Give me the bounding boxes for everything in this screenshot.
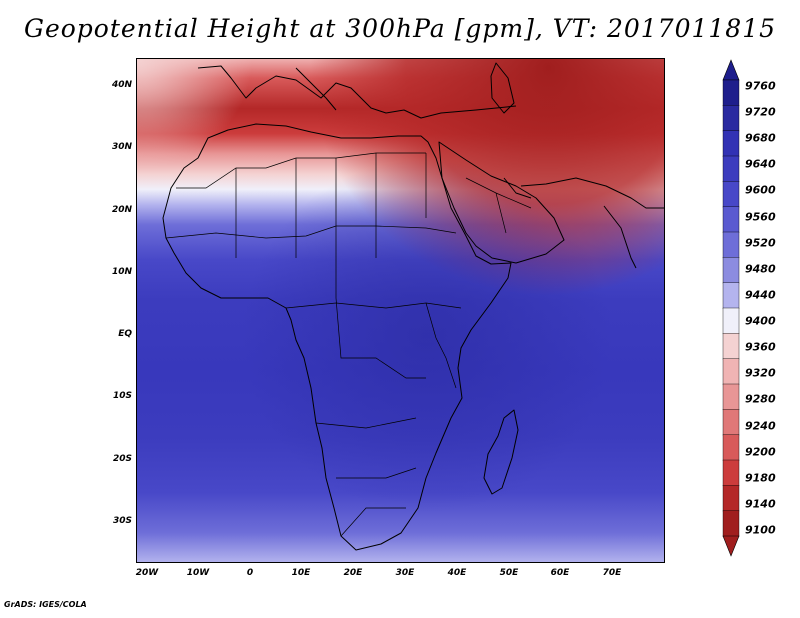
country-borders (165, 152, 532, 537)
lat-label: 10S (112, 391, 132, 401)
lon-label: 70E (602, 568, 622, 578)
colorbar-swatch (722, 485, 740, 512)
chart-title: Geopotential Height at 300hPa [gpm], VT:… (23, 14, 777, 43)
border-sahel (165, 225, 457, 239)
colorbar-swatch (722, 155, 740, 183)
india-coastline (603, 205, 637, 269)
border-central (285, 297, 462, 379)
colorbar-level-label: 9180 (745, 471, 776, 485)
colorbar-swatch (722, 130, 740, 157)
madagascar-coastline (483, 409, 519, 495)
border-south (315, 417, 417, 537)
colorbar-level-label: 9440 (745, 288, 776, 302)
colorbar-min-arrow (722, 535, 740, 557)
lon-label: 20W (135, 568, 159, 578)
lon-label: 60E (550, 568, 570, 578)
credit-text: GrADS: IGES/COLA (4, 600, 87, 609)
colorbar-swatch (722, 358, 740, 385)
map-frame (136, 58, 665, 563)
colorbar (722, 59, 740, 557)
italy-coastline (295, 67, 337, 111)
lat-label: 30N (111, 142, 132, 152)
africa-coastline (162, 123, 512, 551)
colorbar-level-label: 9480 (745, 262, 776, 276)
lon-label: 0 (246, 568, 254, 578)
lon-label: 10W (186, 568, 210, 578)
lon-label: 50E (499, 568, 519, 578)
persian-gulf (503, 177, 532, 199)
colorbar-swatch (722, 510, 740, 537)
lon-label: 30E (395, 568, 415, 578)
caspian-coastline (490, 62, 515, 114)
lon-label: 10E (291, 568, 311, 578)
lon-label: 40E (447, 568, 467, 578)
border-arabia (465, 177, 532, 234)
colorbar-swatch (722, 206, 740, 233)
colorbar-level-label: 9400 (745, 314, 776, 328)
lat-label: EQ (118, 329, 132, 339)
coastlines (162, 62, 665, 551)
colorbar-swatch (722, 434, 740, 461)
border-sahara-north (176, 152, 426, 189)
lat-label: 20N (111, 205, 132, 215)
colorbar-level-label: 9600 (745, 183, 776, 197)
colorbar-level-label: 9720 (745, 105, 776, 119)
lat-label: 20S (112, 454, 132, 464)
colorbar-swatch (722, 105, 740, 132)
colorbar-swatch (722, 282, 740, 309)
lon-label: 20E (343, 568, 363, 578)
colorbar-swatch (722, 383, 740, 411)
colorbar-level-label: 9360 (745, 340, 776, 354)
colorbar-level-label: 9760 (745, 79, 776, 93)
tropical-band (136, 58, 665, 563)
colorbar-level-label: 9140 (745, 497, 776, 511)
colorbar-swatch (722, 307, 740, 335)
colorbar-swatch (722, 333, 740, 360)
colorbar-level-label: 9280 (745, 392, 776, 406)
colorbar-swatch (722, 409, 740, 436)
colorbar-level-label: 9560 (745, 210, 776, 224)
colorbar-level-label: 9200 (745, 445, 776, 459)
colorbar-level-label: 9680 (745, 131, 776, 145)
border-east (425, 302, 457, 389)
colorbar-swatch (722, 257, 740, 284)
colorbar-swatch (722, 459, 740, 487)
border-meridians (235, 153, 427, 298)
colorbar-swatch (722, 79, 740, 107)
lat-label: 40N (111, 80, 132, 90)
colorbar-level-label: 9320 (745, 366, 776, 380)
colorbar-swatch (722, 231, 740, 259)
asia-coastline (520, 177, 665, 209)
colorbar-level-label: 9240 (745, 419, 776, 433)
europe-coastline (197, 65, 517, 119)
lat-label: 30S (112, 516, 132, 526)
colorbar-level-label: 9520 (745, 236, 776, 250)
colorbar-swatch (722, 181, 740, 208)
colorbar-max-arrow (722, 59, 740, 81)
map-panel (136, 58, 665, 563)
colorbar-level-label: 9100 (745, 523, 776, 537)
arabia-coastline (438, 141, 565, 264)
colorbar-level-label: 9640 (745, 157, 776, 171)
lat-label: 10N (111, 267, 132, 277)
